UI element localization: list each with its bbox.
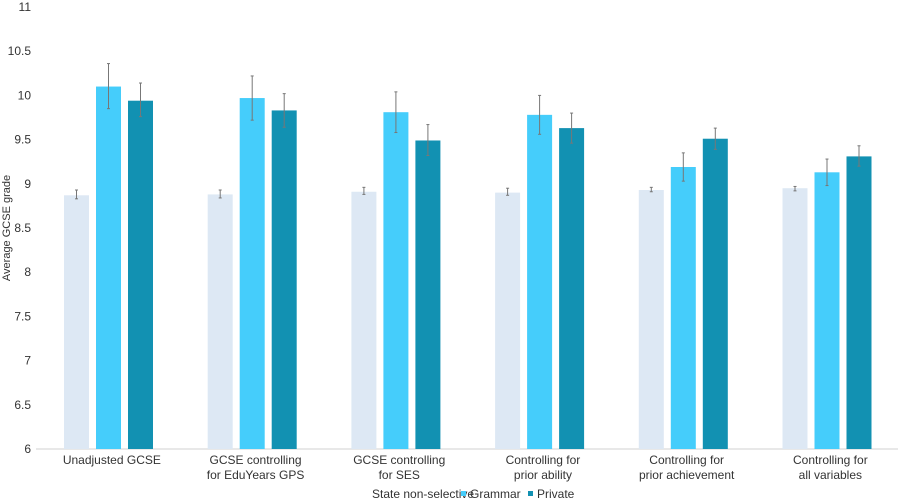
y-tick-label: 6 — [24, 442, 31, 456]
x-tick-label: all variables — [799, 468, 862, 482]
x-tick-label: GCSE controlling — [353, 453, 445, 467]
x-tick-label: GCSE controlling — [210, 453, 302, 467]
bar — [383, 112, 409, 450]
legend-label: Private — [537, 487, 575, 501]
bar — [814, 172, 840, 450]
y-tick-label: 9.5 — [14, 133, 31, 147]
x-tick-label: prior ability — [514, 468, 572, 482]
legend-swatch — [528, 491, 533, 496]
bar — [670, 167, 696, 449]
y-tick-label: 6.5 — [14, 398, 31, 412]
y-tick-label: 10.5 — [8, 44, 32, 58]
bar — [96, 86, 121, 449]
bar — [415, 140, 441, 449]
y-tick-label: 8.5 — [14, 221, 31, 235]
x-tick-label: Controlling for — [793, 453, 868, 467]
x-tick-label: Controlling for — [649, 453, 724, 467]
y-tick-label: 9 — [24, 177, 31, 191]
x-tick-label: for SES — [379, 468, 420, 482]
y-tick-label: 10 — [18, 88, 32, 102]
x-tick-label: Controlling for — [506, 453, 581, 467]
bar — [495, 192, 521, 449]
bar — [351, 191, 377, 450]
y-tick-label: 7 — [24, 354, 31, 368]
bar — [128, 100, 153, 449]
bar — [271, 110, 297, 449]
legend-label: Grammar — [470, 487, 521, 501]
y-tick-label: 11 — [19, 0, 32, 14]
bar — [527, 114, 553, 450]
x-tick-label: prior achievement — [639, 468, 735, 482]
x-tick-label: Unadjusted GCSE — [63, 453, 161, 467]
bar — [64, 195, 89, 449]
legend-swatch — [461, 491, 466, 496]
bar — [207, 194, 233, 449]
x-tick-label: for EduYears GPS — [207, 468, 305, 482]
legend-label: State non-selective — [372, 487, 474, 501]
bar — [846, 156, 872, 449]
bar — [559, 128, 585, 449]
bar — [239, 98, 265, 449]
y-tick-label: 8 — [24, 265, 31, 279]
y-tick-label: 7.5 — [14, 309, 31, 323]
y-axis-label: Average GCSE grade — [1, 175, 13, 281]
bar — [702, 138, 728, 449]
bar — [638, 189, 664, 449]
bar — [782, 188, 808, 449]
